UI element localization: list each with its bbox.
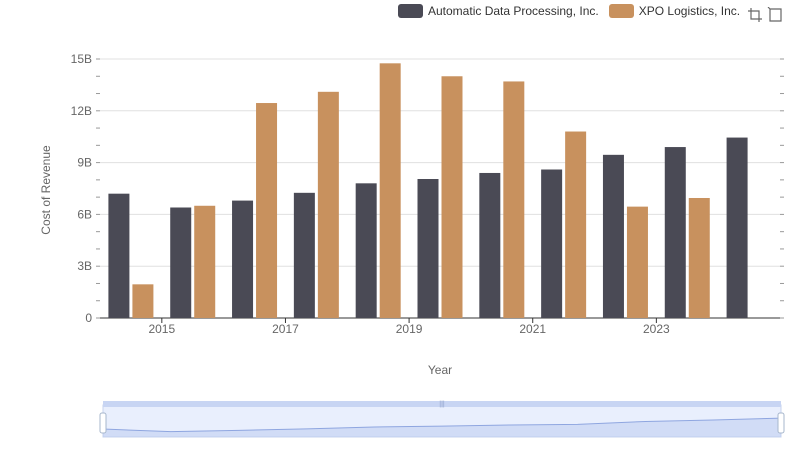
bar-xpo-2014[interactable] [132, 284, 154, 318]
bar-adp-2014[interactable] [108, 193, 130, 318]
datazoom-handle-right[interactable] [777, 412, 785, 434]
datazoom-sparkline-area [103, 418, 781, 437]
bar-xpo-2019[interactable] [441, 76, 463, 319]
y-tick-label: 15B [71, 52, 92, 66]
bar-xpo-2017[interactable] [317, 91, 339, 318]
bar-xpo-2022[interactable] [626, 206, 648, 318]
bar-adp-2022[interactable] [602, 154, 624, 318]
datazoom-drag-bar[interactable] [103, 401, 781, 407]
x-tick-label: 2023 [643, 322, 670, 336]
bar-adp-2020[interactable] [479, 172, 501, 318]
bar-xpo-2020[interactable] [503, 81, 525, 319]
bar-xpo-2018[interactable] [379, 63, 401, 318]
bar-adp-2019[interactable] [417, 179, 439, 318]
bar-adp-2017[interactable] [293, 192, 315, 318]
x-tick-label: 2017 [272, 322, 299, 336]
legend: Automatic Data Processing, Inc. XPO Logi… [398, 4, 750, 18]
legend-label-adp: Automatic Data Processing, Inc. [428, 4, 599, 18]
y-tick-label: 6B [77, 207, 92, 221]
y-tick-label: 12B [71, 104, 92, 118]
y-tick-label: 3B [77, 259, 92, 273]
bar-adp-2015[interactable] [170, 207, 192, 318]
bar-xpo-2016[interactable] [256, 103, 278, 318]
bar-xpo-2023[interactable] [688, 197, 710, 318]
legend-swatch-xpo [608, 4, 634, 18]
x-tick-label: 2021 [519, 322, 546, 336]
datazoom-handle-left[interactable] [99, 412, 107, 434]
restore-icon[interactable] [767, 7, 783, 23]
bar-xpo-2021[interactable] [565, 131, 587, 318]
y-axis-title: Cost of Revenue [39, 145, 53, 235]
data-zoom-slider[interactable]: ||| [99, 401, 785, 438]
y-tick-label: 0 [85, 311, 92, 325]
x-tick-label: 2015 [148, 322, 175, 336]
datazoom-sparkline [102, 417, 782, 433]
legend-item-adp[interactable]: Automatic Data Processing, Inc. [398, 4, 599, 18]
bars [108, 63, 748, 319]
legend-item-xpo[interactable]: XPO Logistics, Inc. [608, 4, 741, 18]
y-tick-label: 9B [77, 156, 92, 170]
bar-adp-2024[interactable] [726, 137, 748, 318]
legend-label-xpo: XPO Logistics, Inc. [638, 4, 741, 18]
bar-adp-2021[interactable] [541, 169, 563, 318]
x-axis-title: Year [428, 363, 452, 377]
axes: 0 3B 6B 9B 12B 15B 2015 2017 2019 2021 2023 [71, 52, 784, 336]
zoom-icon[interactable] [747, 7, 763, 23]
bar-adp-2016[interactable] [232, 200, 254, 318]
bar-xpo-2015[interactable] [194, 205, 216, 318]
bar-adp-2023[interactable] [664, 147, 686, 318]
bar-adp-2018[interactable] [355, 183, 377, 318]
x-tick-label: 2019 [396, 322, 423, 336]
toolbox [747, 7, 787, 23]
legend-swatch-adp [398, 4, 423, 18]
datazoom-grip[interactable]: ||| [439, 401, 445, 408]
